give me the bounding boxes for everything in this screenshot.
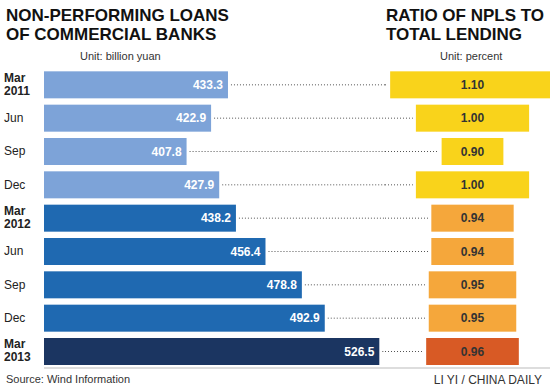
svg-text:438.2: 438.2 (201, 211, 231, 225)
svg-text:Mar2011: Mar2011 (8, 71, 30, 98)
html-text:LI YI / CHINA DAILY: LI YI / CHINA DAILY (433, 373, 542, 387)
svg-text:1.00: 1.00 (461, 111, 485, 125)
svg-text:Sep: Sep (8, 278, 26, 292)
svg-text:0.90: 0.90 (461, 145, 485, 159)
svg-text:Sep: Sep (8, 144, 26, 158)
svg-text:Dec: Dec (8, 178, 25, 192)
html-text:NON-PERFORMING LOANS OF COMMER: NON-PERFORMING LOANS OF COMMERCIAL BANKS (6, 6, 229, 44)
svg-text:433.3: 433.3 (193, 78, 223, 92)
svg-text:407.8: 407.8 (152, 145, 182, 159)
html-text:Unit: billion yuan: Unit: billion yuan (80, 50, 161, 62)
svg-text:0.95: 0.95 (461, 278, 485, 292)
svg-text:0.94: 0.94 (461, 211, 485, 225)
svg-text:0.95: 0.95 (461, 311, 485, 325)
svg-text:1.00: 1.00 (461, 178, 485, 192)
svg-text:Jun: Jun (8, 111, 23, 125)
svg-text:Jun: Jun (8, 244, 23, 258)
svg-text:526.5: 526.5 (344, 345, 374, 359)
html-text:Source: Wind Information: Source: Wind Information (6, 373, 131, 385)
svg-text:1.10: 1.10 (461, 78, 485, 92)
svg-text:422.9: 422.9 (176, 111, 206, 125)
svg-text:0.96: 0.96 (461, 345, 485, 359)
svg-text:0.94: 0.94 (461, 245, 485, 259)
svg-text:478.8: 478.8 (267, 278, 297, 292)
html-text:Unit: percent: Unit: percent (440, 50, 503, 62)
svg-text:Mar2013: Mar2013 (8, 337, 31, 364)
svg-text:456.4: 456.4 (230, 245, 260, 259)
html-text:RATIO OF NPLS TO TOTAL LENDING: RATIO OF NPLS TO TOTAL LENDING (386, 6, 544, 44)
svg-text:Dec: Dec (8, 311, 25, 325)
svg-text:Mar2012: Mar2012 (8, 204, 31, 231)
svg-text:427.9: 427.9 (184, 178, 214, 192)
svg-text:492.9: 492.9 (290, 311, 320, 325)
